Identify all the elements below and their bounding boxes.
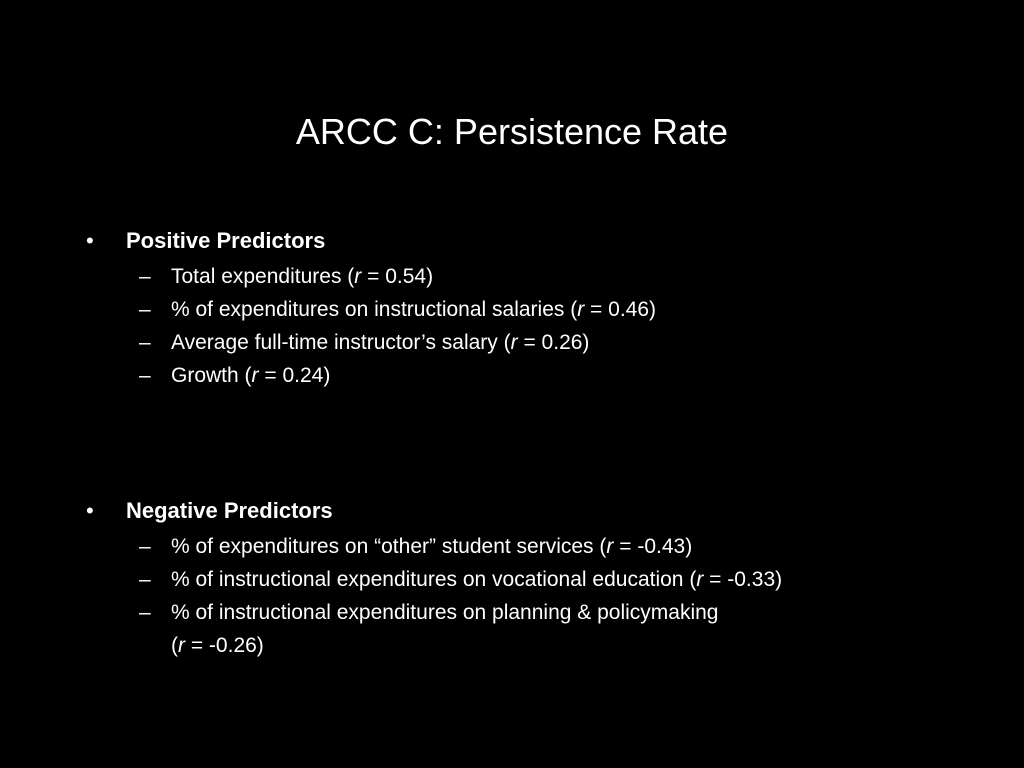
- list-item: – % of instructional expenditures on pla…: [86, 596, 986, 662]
- negative-predictors-section: • Negative Predictors – % of expenditure…: [86, 496, 986, 662]
- predictor-text: Growth (: [171, 364, 252, 387]
- predictor-text: % of expenditures on instructional salar…: [171, 298, 578, 321]
- predictor-text: % of expenditures on “other” student ser…: [171, 535, 607, 558]
- dash-icon: –: [139, 331, 151, 354]
- list-item: – % of expenditures on “other” student s…: [86, 530, 986, 563]
- positive-heading-row: • Positive Predictors: [86, 226, 986, 256]
- list-item: – % of expenditures on instructional sal…: [86, 293, 986, 326]
- predictor-value: = 0.54): [361, 265, 434, 288]
- positive-predictors-section: • Positive Predictors – Total expenditur…: [86, 226, 986, 392]
- predictor-value: = -0.26): [185, 634, 264, 657]
- positive-predictors-list: – Total expenditures (r = 0.54) – % of e…: [86, 260, 986, 392]
- negative-predictors-heading: Negative Predictors: [126, 498, 333, 523]
- predictor-text: % of instructional expenditures on vocat…: [171, 568, 697, 591]
- predictor-text: % of instructional expenditures on plann…: [171, 601, 719, 624]
- r-symbol: r: [606, 535, 614, 558]
- slide-title: ARCC C: Persistence Rate: [295, 111, 729, 152]
- negative-predictors-list: – % of expenditures on “other” student s…: [86, 530, 986, 662]
- predictor-continuation: (r = -0.26): [171, 629, 986, 662]
- r-symbol: r: [178, 634, 185, 657]
- r-symbol: r: [354, 265, 362, 288]
- list-item: – Growth (r = 0.24): [86, 359, 986, 392]
- dash-icon: –: [139, 364, 151, 387]
- list-item: – Total expenditures (r = 0.54): [86, 260, 986, 293]
- dash-icon: –: [139, 265, 151, 288]
- r-symbol: r: [510, 331, 518, 354]
- predictor-text: Total expenditures (: [171, 265, 355, 288]
- predictor-value: = 0.26): [517, 331, 590, 354]
- dash-icon: –: [139, 298, 151, 321]
- predictor-value: = 0.24): [258, 364, 331, 387]
- dash-icon: –: [139, 601, 151, 624]
- bullet-icon: •: [86, 228, 94, 253]
- list-item: – % of instructional expenditures on voc…: [86, 563, 986, 596]
- predictor-text: Average full-time instructor’s salary (: [171, 331, 511, 354]
- open-paren: (: [171, 634, 178, 657]
- positive-predictors-heading: Positive Predictors: [126, 228, 326, 253]
- predictor-value: = -0.43): [613, 535, 693, 558]
- dash-icon: –: [139, 568, 151, 591]
- bullet-icon: •: [86, 498, 94, 523]
- predictor-value: = -0.33): [703, 568, 783, 591]
- negative-heading-row: • Negative Predictors: [86, 496, 986, 526]
- r-symbol: r: [696, 568, 704, 591]
- predictor-value: = 0.46): [584, 298, 657, 321]
- list-item: – Average full-time instructor’s salary …: [86, 326, 986, 359]
- r-symbol: r: [251, 364, 259, 387]
- r-symbol: r: [577, 298, 585, 321]
- dash-icon: –: [139, 535, 151, 558]
